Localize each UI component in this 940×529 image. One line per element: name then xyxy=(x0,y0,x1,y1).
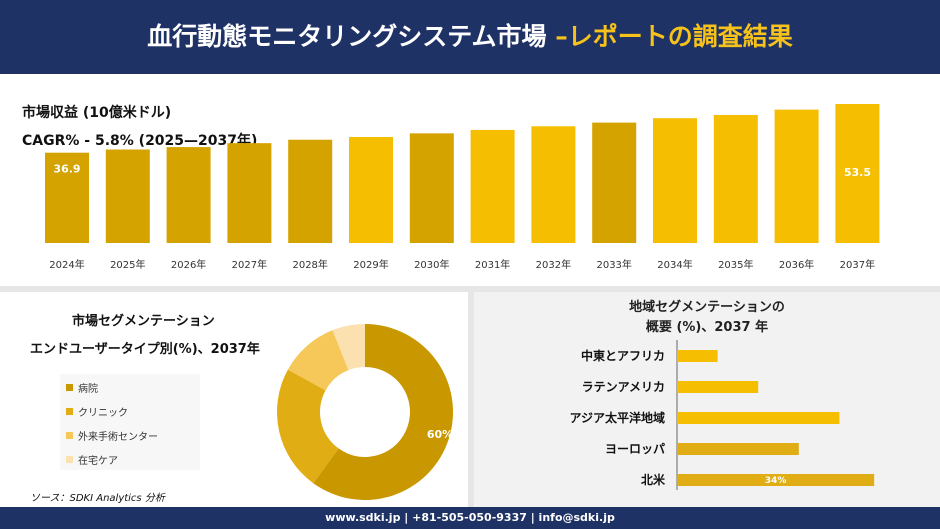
revenue-year-label: 2033年 xyxy=(596,258,631,271)
revenue-year-label: 2032年 xyxy=(536,258,571,271)
region-bar xyxy=(677,443,799,455)
region-title-line1: 地域セグメンテーションの xyxy=(629,300,785,315)
revenue-bar xyxy=(288,139,333,243)
legend-label: クリニック xyxy=(78,407,128,419)
revenue-year-label: 2026年 xyxy=(171,258,206,271)
legend-swatch xyxy=(66,407,73,415)
region-label: アジア太平洋地域 xyxy=(569,410,665,425)
revenue-label: 市場収益 (10億米ドル) xyxy=(22,105,172,121)
region-data-label: 34% xyxy=(765,476,787,486)
revenue-year-label: 2036年 xyxy=(779,258,814,271)
footer-contact: www.sdki.jp | +81-505-050-9337 | info@sd… xyxy=(325,511,615,524)
cagr-label: CAGR% - 5.8% (2025—2037年) xyxy=(22,133,258,149)
legend-item: クリニック xyxy=(66,402,128,420)
legend-item: 病院 xyxy=(66,378,98,396)
regional-segment-panel xyxy=(474,292,940,507)
revenue-year-label: 2030年 xyxy=(414,258,449,271)
footer-bar: www.sdki.jp | +81-505-050-9337 | info@sd… xyxy=(0,507,940,529)
revenue-bar xyxy=(531,126,576,243)
revenue-bar xyxy=(713,115,758,243)
page-title-accent: –レポートの調査結果 xyxy=(555,22,793,51)
page-title-main: 血行動態モニタリングシステム市場 xyxy=(147,22,556,51)
revenue-year-label: 2024年 xyxy=(49,258,84,271)
revenue-bar xyxy=(409,133,454,243)
revenue-data-label: 53.5 xyxy=(844,166,871,179)
legend-item: 外来手術センター xyxy=(66,426,158,444)
page-title: 血行動態モニタリングシステム市場 –レポートの調査結果 xyxy=(0,0,940,74)
region-bar xyxy=(677,474,875,486)
region-label: 北米 xyxy=(641,472,666,487)
segment-title-line1: 市場セグメンテーション xyxy=(72,314,215,329)
legend-swatch xyxy=(66,383,73,391)
legend-item: 在宅ケア xyxy=(66,450,118,468)
source-note: ソース：SDKI Analytics 分析 xyxy=(30,493,165,504)
revenue-year-label: 2034年 xyxy=(657,258,692,271)
legend-label: 外来手術センター xyxy=(78,431,158,443)
revenue-bar xyxy=(653,118,697,243)
revenue-bar xyxy=(227,143,272,243)
segment-title-line2: エンドユーザータイプ別(%)、2037年 xyxy=(30,342,260,357)
end-user-donut-chart: 60% xyxy=(277,324,453,500)
donut-slice xyxy=(277,369,339,484)
legend-label: 病院 xyxy=(78,383,98,395)
revenue-bar xyxy=(166,147,211,243)
revenue-year-label: 2037年 xyxy=(840,258,875,271)
region-label: ラテンアメリカ xyxy=(582,380,665,394)
region-label: ヨーロッパ xyxy=(605,442,665,456)
revenue-year-label: 2025年 xyxy=(110,258,145,271)
donut-data-label: 60% xyxy=(427,428,453,441)
revenue-bar xyxy=(835,104,880,243)
revenue-year-label: 2035年 xyxy=(718,258,753,271)
revenue-bar-chart: 2024年 36.9 2025年 2026年 2027年 2028年 2029年 2030年 2… xyxy=(45,104,880,271)
revenue-year-label: 2028年 xyxy=(292,258,327,271)
revenue-bar xyxy=(105,149,150,243)
region-title-line2: 概要 (%)、2037 年 xyxy=(645,320,769,335)
vertical-divider xyxy=(468,292,474,507)
revenue-bar xyxy=(774,109,819,243)
revenue-year-label: 2029年 xyxy=(353,258,388,271)
revenue-data-label: 36.9 xyxy=(53,163,80,176)
horizontal-divider xyxy=(0,286,940,292)
revenue-bar xyxy=(592,122,637,243)
region-bar xyxy=(677,350,718,362)
revenue-year-label: 2031年 xyxy=(475,258,510,271)
revenue-bar xyxy=(45,152,89,243)
region-bar xyxy=(677,381,759,393)
revenue-bar xyxy=(349,137,393,243)
region-bar xyxy=(677,412,840,424)
header-banner: 血行動態モニタリングシステム市場 –レポートの調査結果 xyxy=(0,0,940,74)
donut-slice xyxy=(332,324,365,371)
region-label: 中東とアフリカ xyxy=(581,348,665,363)
legend-swatch xyxy=(66,431,73,439)
end-user-legend: 病院クリニック外来手術センター 在宅ケア xyxy=(60,374,200,470)
donut-slice xyxy=(287,330,349,391)
revenue-year-label: 2027年 xyxy=(232,258,267,271)
legend-swatch xyxy=(66,455,73,463)
donut-slice xyxy=(313,324,453,500)
legend-label: 在宅ケア xyxy=(78,455,118,467)
revenue-bar xyxy=(470,129,515,243)
